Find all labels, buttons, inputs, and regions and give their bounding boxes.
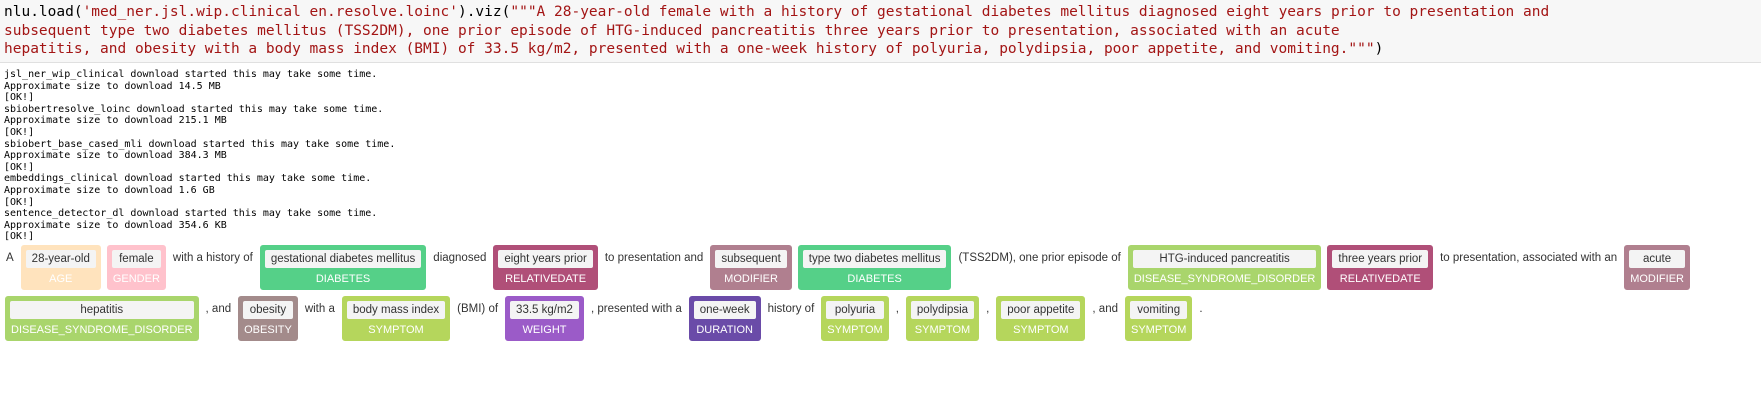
entity: hepatitis DISEASE_SYNDROME_DISORDER	[5, 295, 199, 341]
log-line: Approximate size to download 354.6 KB	[4, 219, 227, 231]
entity-label: OBESITY	[244, 323, 292, 336]
entity: 33.5 kg/m2 WEIGHT	[505, 295, 584, 341]
code-token: 'med_ner.jsl.wip.clinical en.resolve.loi…	[82, 4, 458, 20]
code-token: nlu.load(	[4, 4, 83, 20]
entity-text: body mass index	[346, 300, 446, 319]
entity-label: DISEASE_SYNDROME_DISORDER	[1133, 272, 1316, 285]
entity: female GENDER	[106, 244, 166, 290]
entity-text: female	[111, 249, 161, 268]
plain-text: to presentation and	[604, 251, 704, 264]
log-line: [OK!]	[4, 196, 35, 208]
entity-label: DIABETES	[847, 272, 902, 285]
plain-text: (TSS2DM), one prior episode of	[958, 251, 1121, 264]
entity-label: MODIFIER	[724, 272, 778, 285]
entity-label: DURATION	[696, 323, 753, 336]
entity-text: 33.5 kg/m2	[510, 300, 579, 319]
log-line: sbiobert_base_cased_mli download started…	[4, 138, 396, 150]
entity: obesity OBESITY	[238, 295, 298, 341]
log-line: sbiobertresolve_loinc download started t…	[4, 103, 384, 115]
entity: acute MODIFIER	[1624, 244, 1690, 290]
ner-viz: A 28-year-old AGE female GENDER with a histor…	[0, 243, 1742, 347]
entity-label: DIABETES	[315, 272, 371, 285]
entity-text: polydipsia	[910, 300, 975, 319]
entity-text: HTG-induced pancreatitis	[1132, 249, 1317, 268]
log-line: Approximate size to download 215.1 MB	[4, 115, 227, 127]
entity: body mass index SYMPTOM	[341, 295, 451, 341]
entity-text: vomiting	[1129, 300, 1188, 319]
plain-text: with a	[304, 302, 335, 315]
code-cell: nlu.load('med_ner.jsl.wip.clinical en.re…	[0, 0, 1761, 63]
plain-text: diagnosed	[433, 251, 487, 264]
entity: eight years prior RELATIVEDATE	[493, 244, 598, 290]
entity: three years prior RELATIVEDATE	[1327, 244, 1434, 290]
code-token: ).viz(	[457, 4, 511, 20]
entity: vomiting SYMPTOM	[1124, 295, 1193, 341]
entity-label: DISEASE_SYNDROME_DISORDER	[11, 323, 193, 336]
entity-label: SYMPTOM	[914, 323, 971, 336]
entity-text: gestational diabetes mellitus	[264, 249, 422, 268]
entity-label: SYMPTOM	[827, 323, 883, 336]
entity: poor appetite SYMPTOM	[996, 295, 1086, 341]
log-line: [OK!]	[4, 161, 35, 173]
entity-text: one-week	[693, 300, 756, 319]
entity-text: eight years prior	[498, 249, 593, 268]
entity-text: acute	[1629, 249, 1685, 268]
plain-text: ,	[895, 302, 899, 315]
entity-text: polyuria	[826, 300, 884, 319]
log-line: [OK!]	[4, 126, 35, 138]
code-line: subsequent type two diabetes mellitus (T…	[4, 22, 1757, 41]
plain-text: .	[1199, 302, 1203, 315]
entity-label: SYMPTOM	[1013, 323, 1069, 336]
entity: HTG-induced pancreatitis DISEASE_SYNDROME…	[1127, 244, 1322, 290]
plain-text: ,	[986, 302, 990, 315]
entity: subsequent MODIFIER	[710, 244, 792, 290]
plain-text: , presented with a	[590, 302, 682, 315]
plain-text: A	[6, 251, 14, 264]
code-token: subsequent type two diabetes mellitus (T…	[4, 22, 1340, 39]
entity-text: hepatitis	[10, 300, 194, 319]
code-token: hepatitis, and obesity with a body mass …	[4, 41, 1375, 57]
code-token: )	[1374, 41, 1384, 57]
entity-text: three years prior	[1332, 249, 1429, 268]
entity-text: obesity	[243, 300, 293, 319]
plain-text: to presentation, associated with an	[1440, 251, 1618, 264]
entity: 28-year-old AGE	[20, 244, 101, 290]
entity-label: RELATIVEDATE	[505, 272, 587, 285]
entity-text: 28-year-old	[25, 249, 96, 268]
entity-label: MODIFIER	[1630, 272, 1684, 285]
plain-text: (BMI) of	[457, 302, 499, 315]
log-line: Approximate size to download 1.6 GB	[4, 184, 215, 196]
log-line: jsl_ner_wip_clinical download started th…	[4, 69, 378, 80]
code-line: hepatitis, and obesity with a body mass …	[4, 40, 1757, 59]
entity: polydipsia SYMPTOM	[905, 295, 980, 341]
plain-text: history of	[767, 302, 815, 315]
log-line: sentence_detector_dl download started th…	[4, 208, 378, 220]
code-line: nlu.load('med_ner.jsl.wip.clinical en.re…	[4, 3, 1757, 22]
plain-text: , and	[1092, 302, 1118, 315]
entity-text: subsequent	[715, 249, 787, 268]
log-line: [OK!]	[4, 231, 35, 243]
log-line: Approximate size to download 14.5 MB	[4, 80, 221, 92]
entity: one-week DURATION	[688, 295, 761, 341]
plain-text: with a history of	[172, 251, 253, 264]
code-token: """A 28-year-old female with a history o…	[510, 4, 1550, 20]
entity: gestational diabetes mellitus DIABETES	[259, 244, 427, 290]
log-line: embeddings_clinical download started thi…	[4, 173, 372, 185]
log-line: [OK!]	[4, 92, 35, 104]
entity-label: GENDER	[112, 272, 160, 285]
entity-text: type two diabetes mellitus	[802, 249, 947, 268]
entity-label: AGE	[49, 272, 73, 285]
output-log: jsl_ner_wip_clinical download started th…	[0, 63, 1761, 243]
entity-label: SYMPTOM	[1130, 323, 1187, 336]
entity-label: WEIGHT	[522, 323, 567, 336]
entity: polyuria SYMPTOM	[821, 295, 889, 341]
plain-text: , and	[205, 302, 232, 315]
entity: type two diabetes mellitus DIABETES	[797, 244, 952, 290]
entity-label: RELATIVEDATE	[1339, 272, 1421, 285]
log-line: Approximate size to download 384.3 MB	[4, 150, 227, 162]
entity-label: SYMPTOM	[368, 323, 424, 336]
entity-text: poor appetite	[1001, 300, 1081, 319]
